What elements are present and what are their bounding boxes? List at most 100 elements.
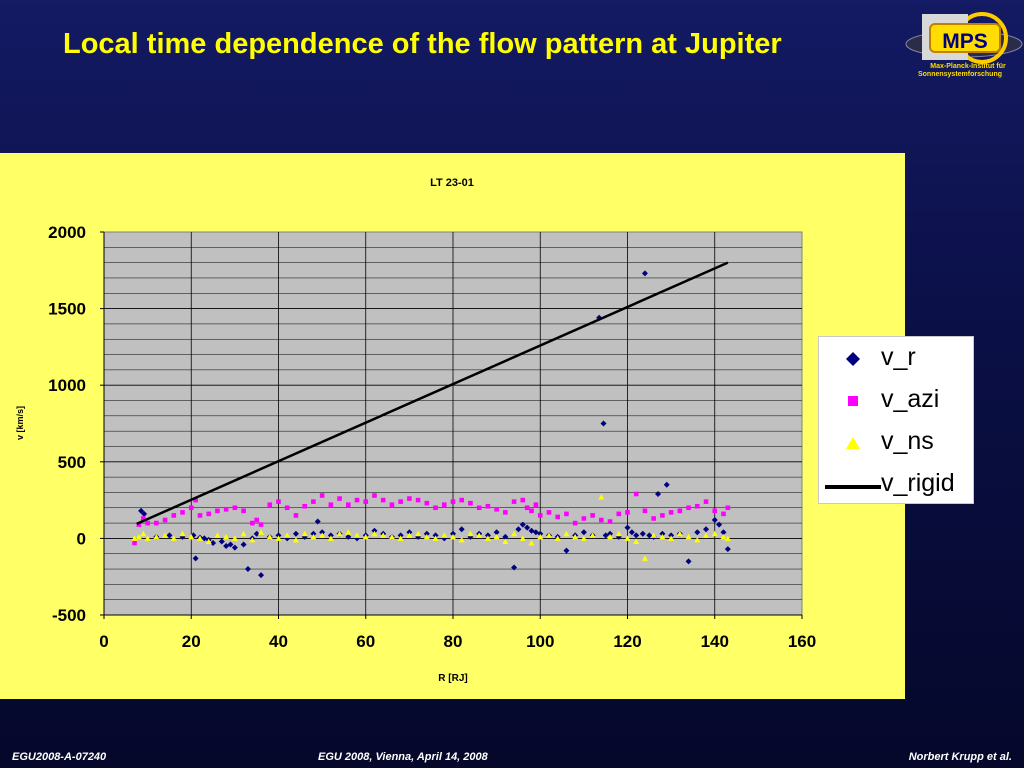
chart-title: LT 23-01	[430, 177, 474, 189]
y-tick-label: 1000	[48, 376, 86, 395]
data-point-v_ns	[179, 530, 186, 537]
data-point-v_ns	[493, 533, 500, 540]
data-point-v_r	[218, 538, 225, 545]
data-point-v_azi	[241, 508, 246, 514]
data-point-v_ns	[275, 535, 282, 541]
x-tick-label: 140	[701, 632, 729, 651]
data-point-v_r	[292, 530, 299, 537]
data-point-v_r	[633, 532, 640, 539]
logo-subtitle-2: Sonnensystemforschung	[918, 71, 1002, 78]
data-point-v_r	[371, 527, 378, 534]
data-point-v_ns	[140, 530, 147, 537]
x-tick-label: 160	[788, 632, 816, 651]
axis-layer: -500 0 500 1000 1500 2000 0 20 40 60 80 100 120 140 16…	[48, 223, 816, 651]
legend-label-v_ns: v_ns	[881, 427, 934, 455]
data-point-v_ns	[336, 530, 343, 537]
data-point-v_ns	[371, 530, 378, 537]
data-point-v_r	[275, 532, 282, 539]
data-point-v_r	[711, 517, 718, 524]
data-point-v_azi	[337, 496, 342, 501]
data-point-v_ns	[301, 530, 308, 537]
data-point-v_ns	[624, 535, 631, 541]
data-point-v_azi	[537, 513, 543, 518]
footer-center: EGU 2008, Vienna, April 14, 2008	[318, 751, 488, 763]
data-point-v_ns	[563, 530, 570, 537]
data-point-v_ns	[249, 536, 256, 543]
data-point-v_azi	[476, 505, 482, 511]
data-point-v_ns	[223, 533, 230, 540]
data-point-v_ns	[345, 529, 352, 535]
data-point-v_azi	[254, 517, 259, 523]
data-point-v_azi	[721, 511, 726, 517]
data-point-v_r	[314, 518, 321, 525]
data-point-v_azi	[180, 510, 185, 515]
data-point-v_azi	[407, 496, 412, 501]
data-point-v_azi	[533, 502, 539, 507]
data-point-v_ns	[537, 533, 544, 540]
data-point-v_azi	[520, 497, 526, 503]
data-point-v_ns	[319, 532, 326, 538]
data-point-v_r	[628, 529, 635, 536]
data-point-v_ns	[423, 533, 430, 540]
data-point-v_ns	[724, 535, 731, 541]
data-point-v_azi	[494, 506, 499, 512]
data-point-v_azi	[703, 499, 709, 504]
data-point-v_ns	[720, 533, 727, 540]
data-point-v_ns	[545, 532, 552, 538]
y-tick-label: -500	[52, 606, 86, 625]
data-point-v_azi	[140, 516, 146, 521]
data-point-v_r	[668, 532, 675, 539]
data-point-v_azi	[503, 510, 508, 515]
data-point-v_azi	[590, 513, 595, 518]
y-tick-label: 2000	[48, 223, 86, 242]
data-point-v_r	[244, 566, 251, 573]
logo-text: MPS	[942, 30, 988, 53]
legend-label-v_azi: v_azi	[881, 385, 940, 413]
data-point-v_r	[600, 420, 607, 427]
footer-right: Norbert Krupp et al.	[908, 751, 1012, 763]
y-tick-label: 500	[58, 453, 86, 472]
logo-subtitle-1: Max-Planck-Institut für	[930, 63, 1006, 70]
data-point-v_azi	[206, 511, 211, 517]
slide-title: Local time dependence of the flow patter…	[63, 28, 782, 60]
footer: EGU2008-A-07240 EGU 2008, Vienna, April …	[0, 748, 1024, 768]
data-point-v_azi	[223, 506, 229, 512]
x-tick-label: 20	[182, 632, 201, 651]
data-point-v_r	[624, 524, 631, 531]
data-point-v_azi	[363, 499, 369, 504]
data-point-v_ns	[131, 535, 138, 541]
data-point-v_r	[655, 490, 662, 497]
x-tick-label: 80	[444, 632, 463, 651]
data-point-v_r	[240, 541, 247, 548]
data-point-v_ns	[240, 530, 247, 537]
data-point-v_azi	[346, 502, 351, 507]
data-point-v_azi	[319, 493, 325, 498]
data-point-v_r	[502, 533, 509, 540]
data-point-v_azi	[215, 508, 220, 514]
data-point-v_r	[192, 555, 199, 562]
data-point-v_ns	[188, 533, 195, 540]
data-point-v_ns	[502, 538, 509, 544]
data-point-v_r	[484, 532, 491, 539]
data-point-v_azi	[398, 499, 403, 504]
data-point-v_ns	[519, 535, 526, 541]
x-tick-label: 100	[526, 632, 554, 651]
data-point-v_ns	[205, 538, 212, 544]
data-point-v_azi	[171, 513, 177, 518]
data-point-v_r	[694, 529, 701, 536]
data-point-v_azi	[450, 499, 456, 504]
x-tick-label: 0	[99, 632, 108, 651]
data-point-v_ns	[153, 533, 160, 540]
series-line-v_rigid	[136, 261, 729, 525]
grid-layer	[104, 232, 802, 615]
legend-item-v_azi: v_azi	[819, 381, 975, 423]
data-point-v_azi	[485, 503, 491, 509]
data-point-v_azi	[197, 513, 203, 518]
data-point-v_azi	[258, 522, 264, 527]
data-point-v_azi	[677, 508, 683, 514]
footer-left: EGU2008-A-07240	[12, 751, 107, 763]
data-point-v_azi	[284, 505, 290, 511]
data-point-v_ns	[580, 535, 587, 541]
data-point-v_azi	[616, 511, 622, 517]
legend-item-v_ns: v_ns	[819, 423, 975, 465]
